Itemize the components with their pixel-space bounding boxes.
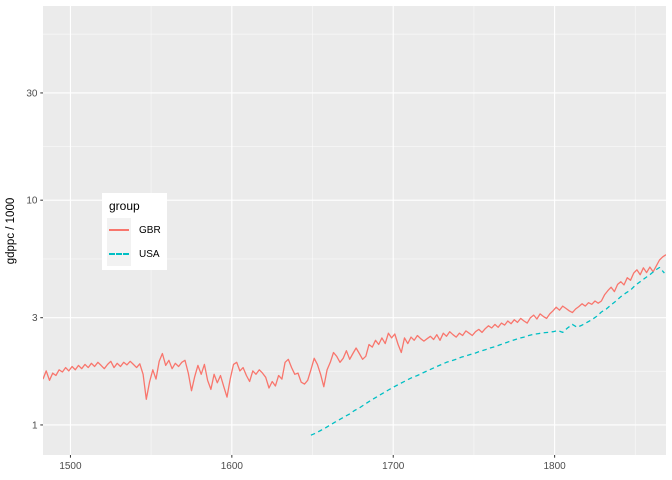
legend-line-sample-usa — [109, 253, 129, 255]
legend-entry-usa: USA — [107, 242, 167, 266]
y-tick-label: 30 — [26, 88, 38, 99]
y-tick-label: 1 — [32, 420, 38, 431]
legend: group GBR USA — [102, 193, 167, 270]
y-axis-title: gdppc / 1000 — [5, 197, 17, 265]
x-tick-label: 1500 — [59, 461, 82, 472]
legend-line-sample-gbr — [109, 229, 129, 231]
series-line-gbr — [43, 254, 666, 400]
legend-key-swatch-usa — [107, 242, 131, 266]
legend-label-gbr: GBR — [139, 224, 161, 236]
y-tick-label: 10 — [26, 196, 38, 207]
x-tick-label: 1800 — [544, 461, 567, 472]
x-tick-label: 1600 — [221, 461, 244, 472]
legend-entry-gbr: GBR — [107, 218, 167, 242]
x-tick-label: 1700 — [382, 461, 405, 472]
series-line-usa — [310, 266, 665, 436]
legend-title: group — [109, 199, 140, 213]
legend-key-swatch-gbr — [107, 218, 131, 242]
legend-label-usa: USA — [139, 248, 160, 260]
y-tick-label: 3 — [32, 313, 38, 324]
